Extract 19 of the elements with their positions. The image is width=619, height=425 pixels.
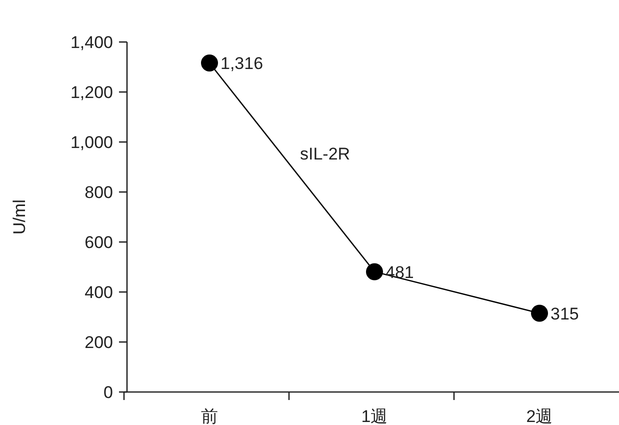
y-tick-label: 400 (84, 283, 113, 302)
point (366, 263, 383, 280)
y-tick-label: 1,000 (70, 133, 113, 152)
point (531, 304, 548, 322)
data-label: 315 (550, 304, 579, 324)
y-tick-label: 0 (104, 383, 113, 402)
data-label: 1,316 (220, 54, 264, 73)
x-tick-label: 1週 (361, 407, 388, 425)
y-tick-label: 600 (84, 233, 113, 252)
y-tick-label: 1,200 (70, 83, 113, 102)
y-axis-title: U/ml (10, 200, 29, 234)
series-label: sIL-2R (300, 144, 350, 164)
data-label: 481 (386, 262, 414, 282)
x-tick-label: 2週 (526, 407, 553, 425)
x-tick-label: 前 (201, 407, 218, 425)
y-tick-label: 200 (84, 333, 113, 352)
point (201, 54, 218, 72)
y-tick-label: 1,400 (70, 33, 113, 52)
y-tick-label: 800 (84, 183, 113, 202)
